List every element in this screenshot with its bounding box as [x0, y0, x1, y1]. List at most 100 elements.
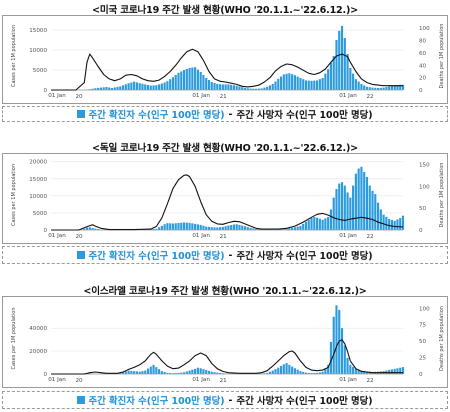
case-bar	[194, 368, 197, 374]
y-right-tick-label: 50	[419, 206, 427, 212]
case-bar	[182, 372, 186, 374]
legend-deaths: 주간 사망자 수(인구 100만 명당)	[236, 251, 373, 262]
case-bar	[202, 225, 205, 230]
case-bar	[249, 227, 252, 230]
case-bar	[279, 76, 283, 90]
case-bar	[313, 373, 316, 374]
case-bar	[296, 226, 299, 230]
case-bar	[388, 369, 391, 374]
case-bar	[374, 194, 377, 230]
case-bar	[205, 78, 208, 90]
panel-usa: <미국 코로나19 주간 발생 현황(WHO '20.1.1.~'22.6.12…	[2, 0, 448, 134]
case-bar	[365, 177, 369, 230]
y-left-axis-title: Cases per 1M population	[11, 307, 17, 369]
case-bar	[232, 85, 236, 90]
case-bar	[199, 224, 202, 230]
case-bar	[238, 224, 241, 230]
case-bar	[83, 228, 86, 230]
case-bar	[310, 373, 313, 374]
case-bar	[274, 369, 277, 374]
case-bar	[149, 85, 152, 90]
case-bar	[393, 85, 396, 90]
x-tick-label: 01 Jan	[48, 233, 66, 239]
case-bar	[108, 87, 111, 90]
y-left-tick-label: 0	[43, 88, 47, 94]
legend-cases: 주간 확진자 수(인구 100만 명당)	[88, 110, 225, 121]
case-bar	[213, 372, 216, 374]
case-bar	[293, 75, 296, 90]
case-bar	[385, 87, 388, 90]
case-bar	[368, 87, 371, 90]
case-bar	[352, 185, 355, 230]
case-bar	[296, 76, 299, 90]
case-bar	[196, 367, 199, 374]
case-bar	[91, 88, 94, 90]
y-left-axis-title: Cases per 1M population	[11, 25, 17, 87]
case-bar	[313, 217, 316, 230]
y-left-tick-label: 15000	[29, 28, 47, 34]
case-bar	[324, 218, 327, 230]
case-bar	[335, 189, 338, 230]
cases-legend-swatch	[77, 110, 86, 118]
case-bar	[180, 222, 183, 230]
case-bar	[277, 367, 280, 374]
case-bar	[277, 78, 280, 90]
x-tick-label: 01 Jan	[192, 233, 210, 239]
cases-legend-swatch	[77, 251, 86, 259]
case-bar	[188, 222, 191, 230]
case-bar	[365, 371, 369, 374]
y-right-tick-label: 40	[419, 63, 427, 69]
case-bar	[310, 80, 313, 90]
case-bar	[146, 368, 150, 374]
case-bar	[180, 71, 183, 90]
case-bar	[191, 369, 194, 374]
case-bar	[390, 85, 393, 90]
case-bar	[135, 371, 138, 374]
case-bar	[155, 228, 158, 230]
case-bar	[360, 166, 363, 230]
case-bar	[288, 364, 291, 374]
case-bar	[174, 223, 177, 230]
case-bar	[252, 228, 255, 230]
case-bar	[169, 373, 172, 374]
y-right-tick-label: 0	[419, 372, 423, 378]
case-bar	[141, 371, 144, 374]
cases-legend-swatch	[77, 396, 86, 404]
case-bar	[188, 370, 191, 374]
legend-separator: -	[228, 394, 233, 406]
y-left-tick-label: 10000	[29, 48, 47, 54]
case-bar	[196, 69, 199, 90]
x-tick-label: 01 Jan	[192, 377, 210, 383]
y-left-tick-label: 5000	[33, 211, 48, 217]
case-bar	[224, 84, 227, 90]
case-bar	[221, 226, 224, 230]
case-bar	[94, 228, 97, 230]
case-bar	[205, 226, 208, 230]
case-bar	[340, 26, 344, 90]
case-bar	[191, 67, 194, 90]
y-right-tick-label: 50	[419, 339, 427, 345]
case-bar	[374, 87, 377, 90]
plot-frame: 0 5000 10000 15000 0 20 40 60 80 100 Cases per 1M …	[2, 15, 448, 104]
case-bar	[299, 371, 302, 374]
case-bar	[396, 219, 399, 230]
case-bar	[94, 88, 97, 90]
case-bar	[343, 38, 346, 90]
case-bar	[227, 84, 230, 90]
legend-cases: 주간 확진자 수(인구 100만 명당)	[88, 251, 225, 262]
case-bar	[224, 226, 227, 230]
case-bar	[155, 85, 158, 90]
case-bar	[307, 219, 310, 230]
case-bar	[99, 87, 102, 90]
case-bar	[199, 368, 202, 374]
case-bar	[329, 62, 333, 90]
case-bar	[354, 173, 357, 230]
case-bar	[163, 224, 166, 230]
y-right-tick-label: 0	[419, 228, 423, 234]
y-right-tick-label: 150	[419, 162, 430, 168]
case-bar	[316, 80, 319, 90]
case-bar	[249, 88, 252, 90]
case-bar	[205, 369, 208, 374]
y-right-axis-title: Deaths per 1M population	[439, 24, 445, 89]
case-bar	[296, 369, 299, 374]
